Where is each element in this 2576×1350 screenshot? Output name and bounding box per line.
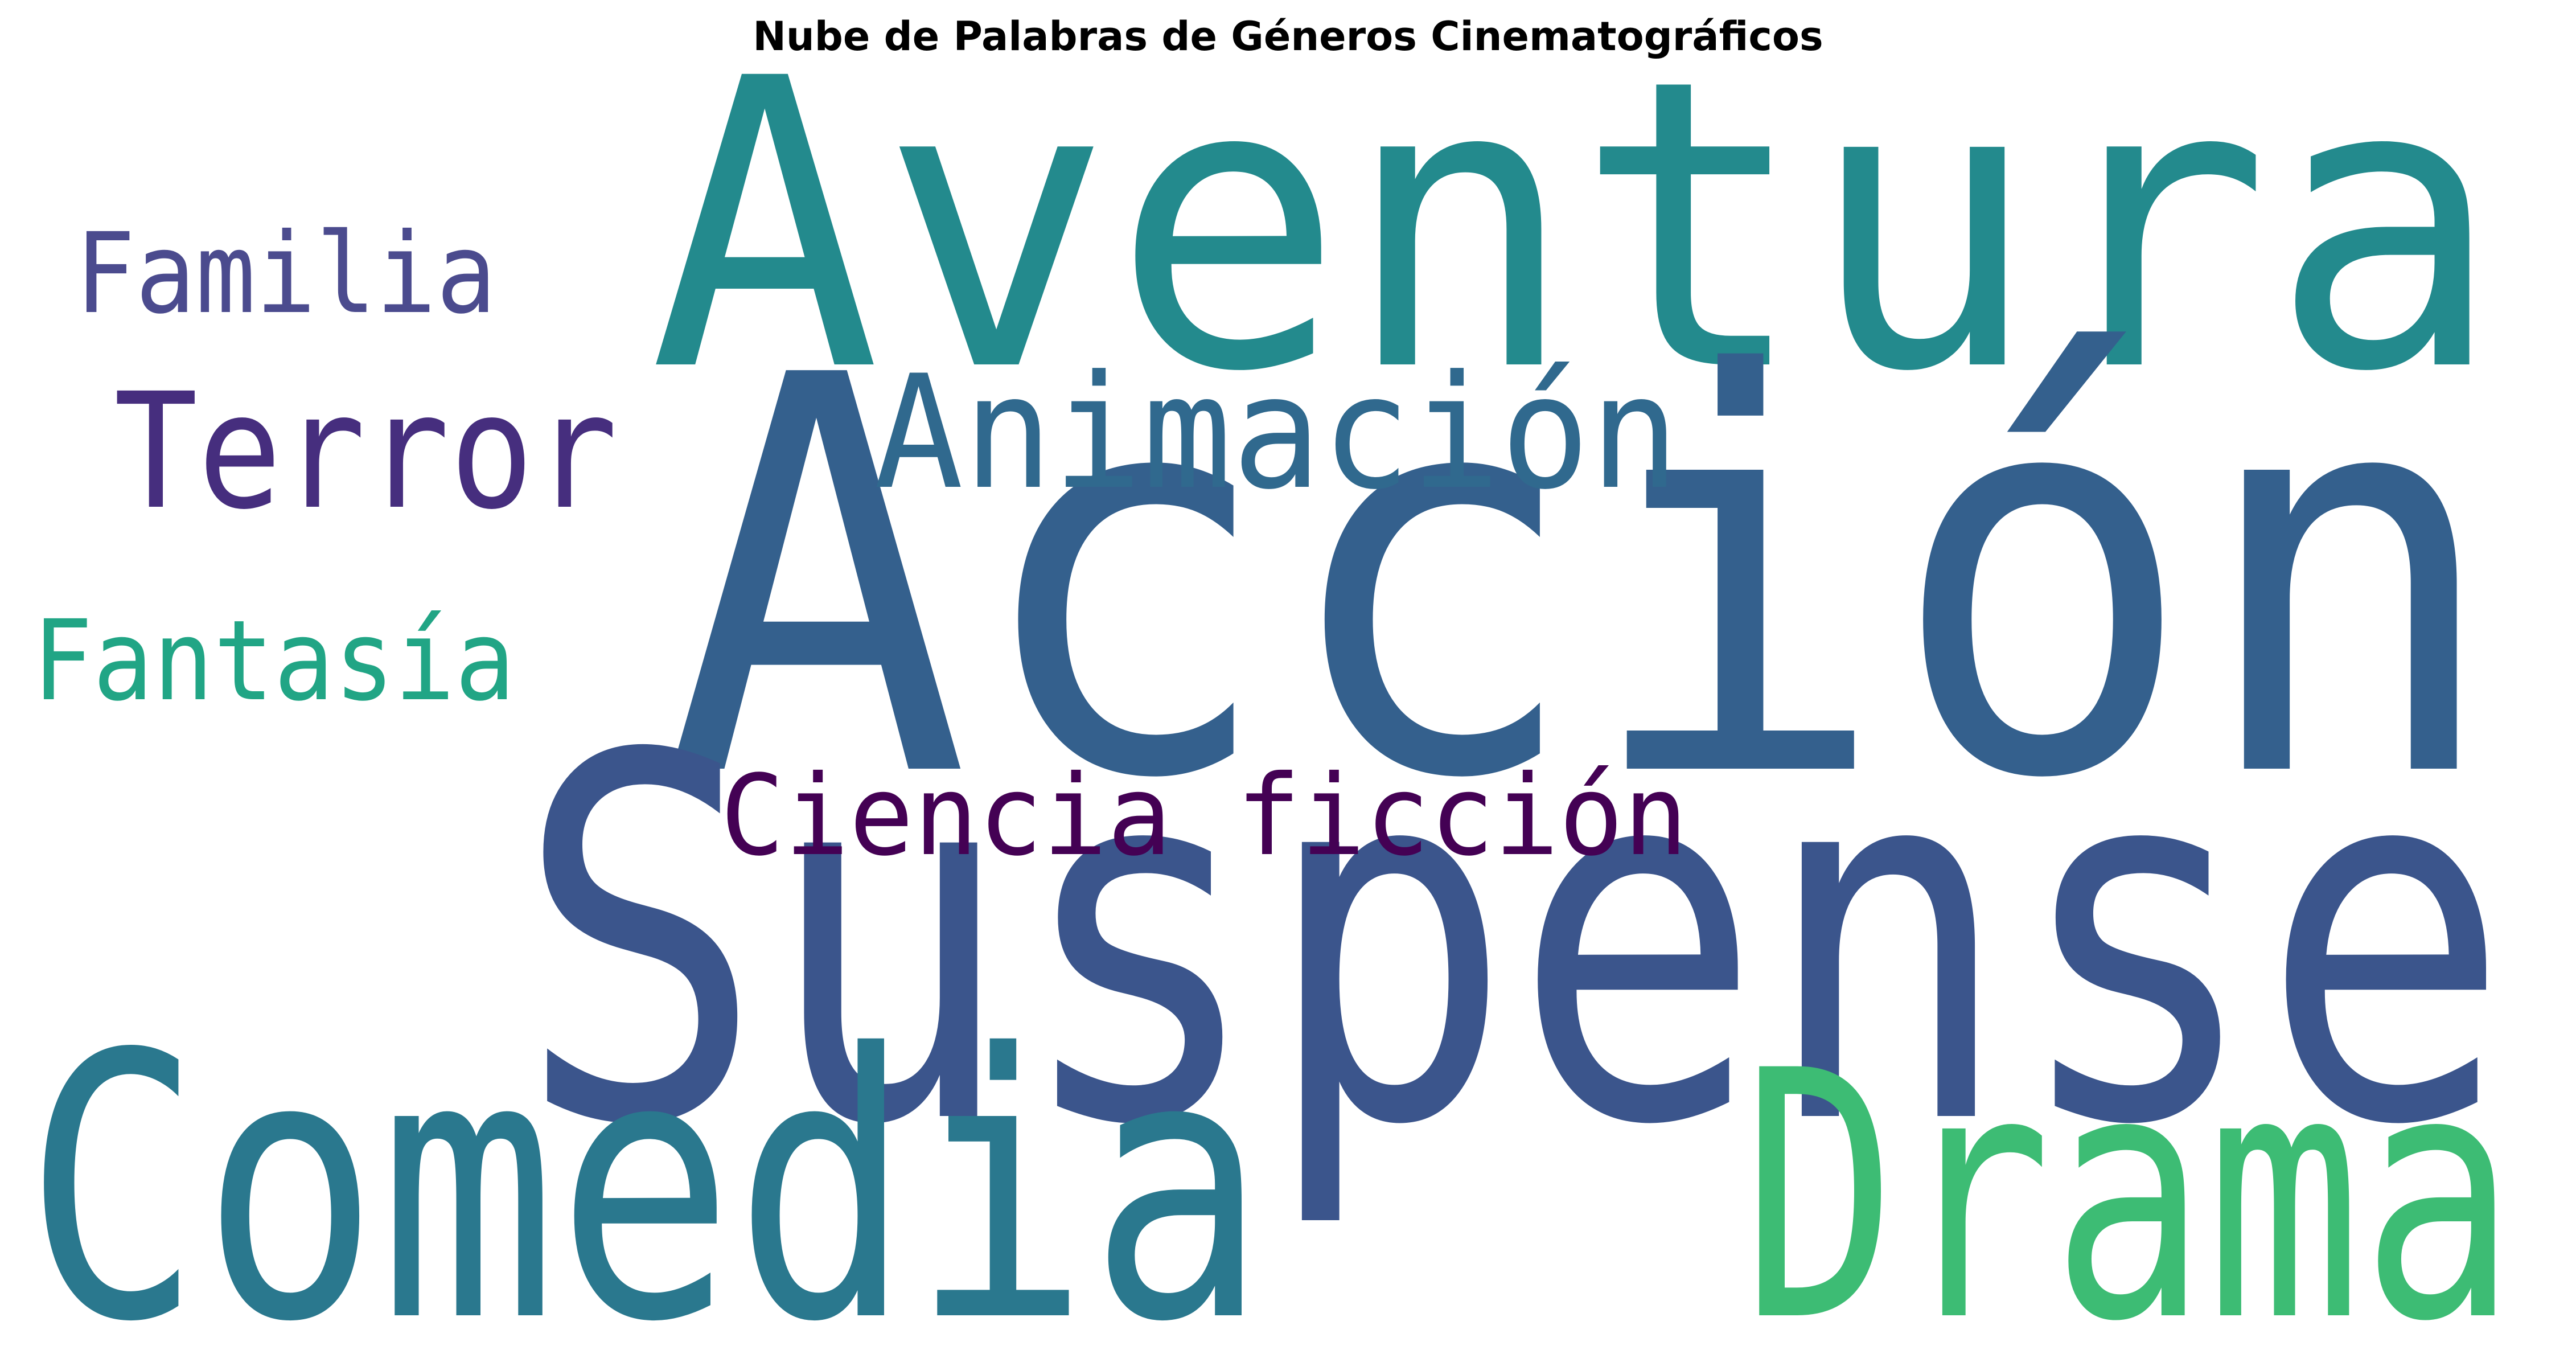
chart-title: Nube de Palabras de Géneros Cinematográf… xyxy=(753,13,1823,60)
word-familia: Familia xyxy=(75,209,496,338)
word-fantasia: Fantasía xyxy=(32,596,515,725)
word-terror: Terror xyxy=(114,359,618,545)
word-accion: Acción xyxy=(663,262,2502,898)
word-drama: Drama xyxy=(1742,998,2516,1350)
word-aventura: Aventura xyxy=(649,0,2502,459)
word-ciencia-ficcion: Ciencia ficción xyxy=(720,751,1688,880)
word-suspense: Suspense xyxy=(515,651,2511,1234)
word-animacion: Animación xyxy=(874,342,1679,524)
word-comedia: Comedia xyxy=(24,977,1267,1350)
